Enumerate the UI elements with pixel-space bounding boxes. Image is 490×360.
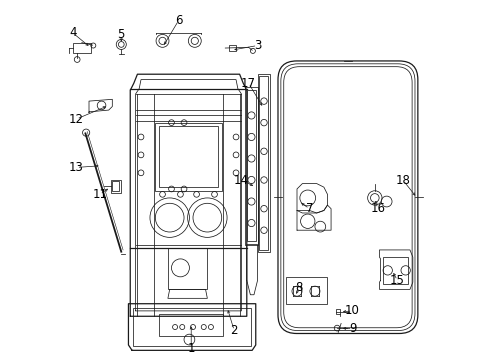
Text: 14: 14 bbox=[234, 174, 249, 186]
Text: 18: 18 bbox=[395, 174, 410, 186]
Text: 1: 1 bbox=[188, 342, 195, 355]
Text: 7: 7 bbox=[306, 202, 313, 215]
Bar bbox=[168, 248, 207, 289]
Text: 6: 6 bbox=[175, 14, 182, 27]
Text: 3: 3 bbox=[254, 39, 261, 52]
Bar bbox=[111, 180, 122, 193]
Text: 9: 9 bbox=[349, 322, 356, 335]
Bar bbox=[133, 308, 251, 346]
Text: 10: 10 bbox=[345, 305, 360, 318]
Bar bbox=[286, 69, 410, 325]
Text: 5: 5 bbox=[118, 28, 125, 41]
Text: 12: 12 bbox=[69, 113, 84, 126]
Bar bbox=[258, 74, 270, 252]
Bar bbox=[286, 277, 327, 304]
Text: 13: 13 bbox=[69, 161, 84, 174]
Bar bbox=[247, 90, 256, 241]
Text: 11: 11 bbox=[92, 188, 107, 201]
Text: 17: 17 bbox=[241, 77, 256, 90]
Bar bbox=[279, 62, 417, 332]
Bar bbox=[245, 87, 258, 244]
Bar bbox=[336, 310, 340, 314]
Bar bbox=[73, 42, 91, 53]
Bar bbox=[112, 181, 120, 192]
Text: 4: 4 bbox=[69, 27, 76, 40]
Bar bbox=[259, 76, 269, 250]
Text: 8: 8 bbox=[295, 281, 302, 294]
Bar bbox=[383, 257, 408, 284]
Bar bbox=[159, 126, 218, 187]
Text: 15: 15 bbox=[390, 274, 405, 287]
Bar bbox=[159, 315, 223, 336]
Text: 16: 16 bbox=[370, 202, 385, 215]
Bar bbox=[229, 45, 236, 51]
Bar bbox=[283, 65, 414, 329]
Bar bbox=[155, 123, 221, 191]
Text: 2: 2 bbox=[230, 324, 238, 337]
